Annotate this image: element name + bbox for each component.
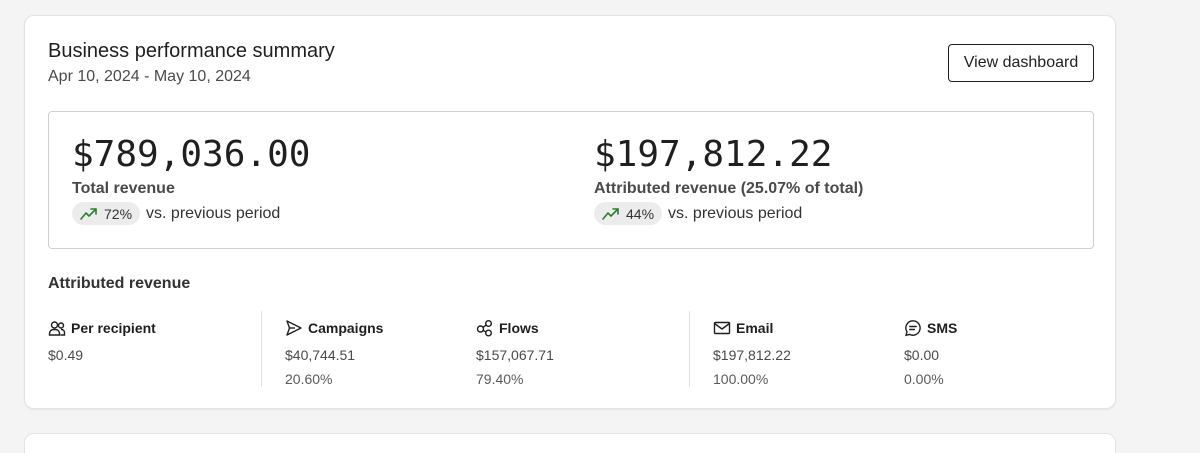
kpi-value: $789,036.00 bbox=[72, 134, 311, 175]
comparison-text: vs. previous period bbox=[146, 204, 281, 222]
flows-icon bbox=[476, 320, 492, 337]
metric-label: Per recipient bbox=[71, 320, 156, 336]
kpi-panel: $789,036.00 Total revenue 72% vs. previo… bbox=[48, 111, 1094, 249]
performance-summary-card: Business performance summary Apr 10, 202… bbox=[24, 15, 1116, 409]
kpi-change: 44% vs. previous period bbox=[594, 202, 863, 225]
metric-label: SMS bbox=[927, 320, 958, 336]
kpi-label: Total revenue bbox=[72, 180, 175, 197]
users-icon bbox=[48, 321, 66, 336]
trend-up-icon bbox=[80, 207, 97, 220]
metric-percent: 100.00% bbox=[713, 371, 769, 387]
metric-percent: 20.60% bbox=[285, 371, 333, 387]
metric-value: $0.49 bbox=[48, 347, 84, 363]
metric-per-recipient: Per recipient $0.49 bbox=[48, 319, 156, 363]
next-card bbox=[24, 433, 1116, 453]
divider bbox=[689, 311, 690, 387]
kpi-label: Attributed revenue (25.07% of total) bbox=[594, 180, 864, 197]
metric-value: $0.00 bbox=[904, 347, 940, 363]
change-badge: 72% bbox=[72, 202, 141, 225]
metric-sms: SMS $0.00 0.00% bbox=[904, 319, 957, 387]
sms-icon bbox=[904, 320, 921, 337]
change-percent: 72% bbox=[104, 205, 133, 222]
metric-flows: Flows $157,067.71 79.40% bbox=[476, 319, 554, 387]
kpi-change: 72% vs. previous period bbox=[72, 202, 310, 225]
metric-campaigns: Campaigns $40,744.51 20.60% bbox=[285, 319, 383, 387]
metric-value: $40,744.51 bbox=[285, 347, 356, 363]
mail-icon bbox=[713, 321, 731, 335]
change-badge: 44% bbox=[594, 202, 663, 225]
kpi-attributed-revenue: $197,812.22 Attributed revenue (25.07% o… bbox=[594, 134, 863, 225]
metric-label: Flows bbox=[499, 320, 539, 336]
comparison-text: vs. previous period bbox=[668, 204, 803, 222]
metric-value: $197,812.22 bbox=[713, 347, 791, 363]
send-icon bbox=[286, 320, 302, 336]
metric-percent: 0.00% bbox=[904, 371, 944, 387]
metric-percent: 79.40% bbox=[476, 371, 524, 387]
metric-label: Email bbox=[736, 320, 774, 336]
kpi-total-revenue: $789,036.00 Total revenue 72% vs. previo… bbox=[72, 134, 310, 225]
kpi-value: $197,812.22 bbox=[594, 134, 833, 175]
divider bbox=[261, 311, 262, 387]
view-dashboard-button[interactable]: View dashboard bbox=[948, 44, 1094, 82]
metric-email: Email $197,812.22 100.00% bbox=[713, 319, 791, 387]
card-title: Business performance summary bbox=[48, 40, 335, 62]
metric-label: Campaigns bbox=[308, 320, 384, 336]
change-percent: 44% bbox=[626, 205, 655, 222]
attributed-revenue-heading: Attributed revenue bbox=[48, 275, 191, 292]
metric-value: $157,067.71 bbox=[476, 347, 554, 363]
date-range: Apr 10, 2024 - May 10, 2024 bbox=[48, 68, 251, 85]
trend-up-icon bbox=[602, 207, 619, 220]
